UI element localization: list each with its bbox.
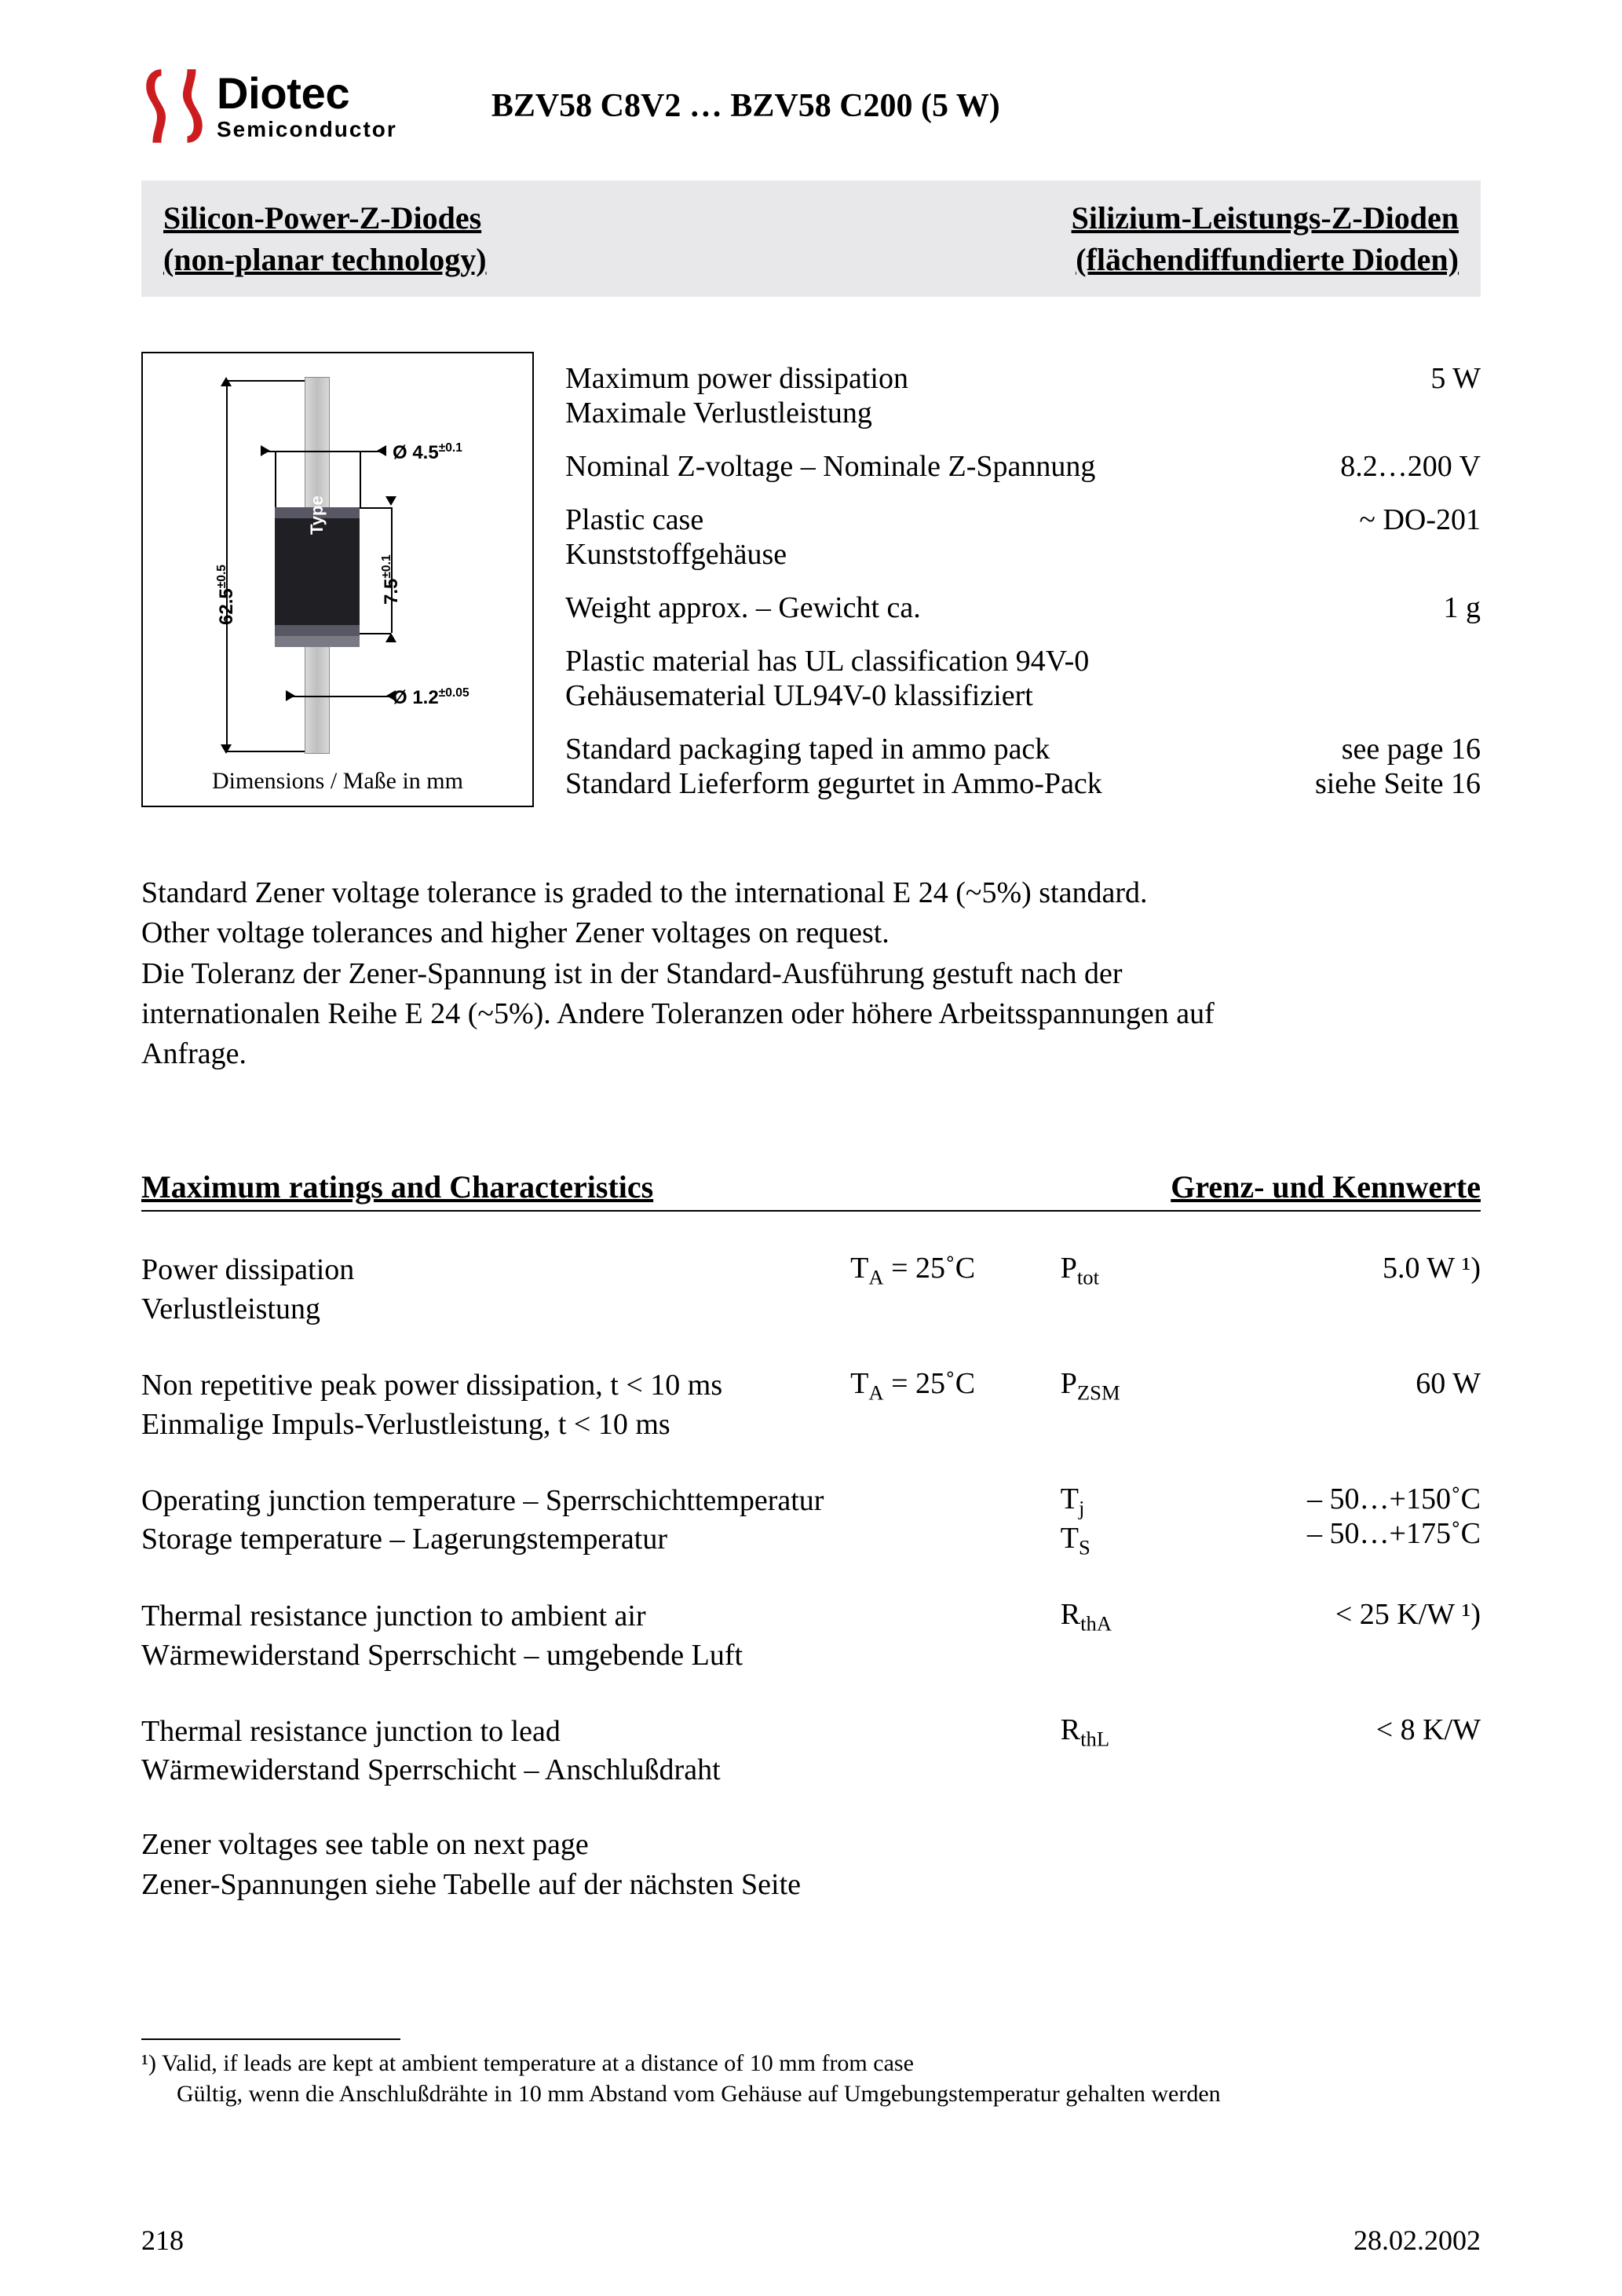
ratings-desc: Power dissipationVerlustleistung — [141, 1251, 850, 1329]
ratings-symbol: RthL — [1061, 1713, 1229, 1752]
dim-wire-diam: Ø 1.2 — [393, 687, 439, 708]
ratings-symbol: Ptot — [1061, 1251, 1229, 1290]
spec-row: Nominal Z-voltage – Nominale Z-Spannung 8… — [565, 440, 1481, 493]
ratings-row: Non repetitive peak power dissipation, t… — [141, 1347, 1481, 1463]
ratings-row: Power dissipationVerlustleistungTA = 25˚… — [141, 1232, 1481, 1347]
ratings-head: Maximum ratings and Characteristics Gren… — [141, 1168, 1481, 1212]
para-l4: internationalen Reihe E 24 (~5%). Andere… — [141, 997, 1215, 1030]
spec-value: 5 W — [1261, 361, 1481, 430]
ratings-symbol: RthA — [1061, 1597, 1229, 1636]
tolerance-paragraph: Standard Zener voltage tolerance is grad… — [141, 873, 1481, 1074]
footnote-rule — [141, 2038, 400, 2040]
spec-row: Standard packaging taped in ammo packSta… — [565, 722, 1481, 810]
spec-value: 1 g — [1261, 590, 1481, 625]
ratings-row: Operating junction temperature – Sperrsc… — [141, 1463, 1481, 1578]
ratings-row: Thermal resistance junction to ambient a… — [141, 1578, 1481, 1694]
dim-body-len: 7.5 — [381, 579, 402, 605]
brand-name: Diotec — [217, 71, 397, 115]
footnote-l2: Gültig, wenn die Anschlußdrähte in 10 mm… — [141, 2081, 1221, 2107]
para-l2: Other voltage tolerances and higher Zene… — [141, 916, 890, 949]
brand-sub: Semiconductor — [217, 119, 397, 141]
band-right-1: Silizium-Leistungs-Z-Dioden — [1072, 199, 1459, 236]
page-title: BZV58 C8V2 … BZV58 C200 (5 W) — [491, 87, 1000, 125]
band-left-2: (non-planar technology) — [163, 241, 487, 278]
dim-total-len: 62.5 — [216, 588, 237, 625]
type-label: Type — [307, 495, 327, 535]
ratings-symbol: TjTS — [1061, 1482, 1229, 1559]
ratings-row: Thermal resistance junction to leadWärme… — [141, 1694, 1481, 1809]
ratings-value: < 8 K/W — [1229, 1713, 1481, 1747]
ratings-head-right: Grenz- und Kennwerte — [1171, 1168, 1481, 1205]
brand-text: Diotec Semiconductor — [217, 71, 397, 141]
ratings-symbol: PZSM — [1061, 1366, 1229, 1406]
ratings-head-left: Maximum ratings and Characteristics — [141, 1168, 653, 1205]
spec-label: Nominal Z-voltage – Nominale Z-Spannung — [565, 449, 1095, 484]
para-l1: Standard Zener voltage tolerance is grad… — [141, 876, 1147, 909]
header-row: Diotec Semiconductor BZV58 C8V2 … BZV58 … — [141, 63, 1481, 149]
ratings-tail-de: Zener-Spannungen siehe Tabelle auf der n… — [141, 1868, 801, 1901]
spec-value: see page 16siehe Seite 16 — [1261, 732, 1481, 801]
package-drawing: Type 62.5±0.5 7.5±0.1 — [141, 352, 534, 807]
spec-row: Weight approx. – Gewicht ca. 1 g — [565, 581, 1481, 634]
spec-value: ~ DO-201 — [1261, 503, 1481, 572]
spec-row: Plastic material has UL classification 9… — [565, 634, 1481, 722]
ratings-value: 60 W — [1229, 1366, 1481, 1401]
ratings-desc: Thermal resistance junction to ambient a… — [141, 1597, 850, 1675]
upper-content: Type 62.5±0.5 7.5±0.1 — [141, 352, 1481, 810]
spec-label: Standard packaging taped in ammo packSta… — [565, 732, 1102, 801]
footer: 218 28.02.2002 — [141, 2224, 1481, 2257]
figure-caption: Dimensions / Maße in mm — [143, 768, 532, 795]
subtitle-band: Silicon-Power-Z-Diodes (non-planar techn… — [141, 181, 1481, 297]
ratings-value: < 25 K/W ¹) — [1229, 1597, 1481, 1632]
footnote: ¹) Valid, if leads are kept at ambient t… — [141, 2048, 1481, 2109]
ratings-value: 5.0 W ¹) — [1229, 1251, 1481, 1285]
dim-wire-diam-tol: ±0.05 — [439, 686, 469, 700]
band-right-2: (flächendiffundierte Dioden) — [1072, 241, 1459, 278]
ratings-body: Power dissipationVerlustleistungTA = 25˚… — [141, 1232, 1481, 1808]
para-l3: Die Toleranz der Zener-Spannung ist in d… — [141, 957, 1123, 990]
page-date: 28.02.2002 — [1353, 2224, 1481, 2257]
ratings-cond: TA = 25˚C — [850, 1366, 1061, 1406]
spec-value: 8.2…200 V — [1261, 449, 1481, 484]
dim-total-len-tol: ±0.5 — [215, 565, 228, 588]
ratings-desc: Thermal resistance junction to leadWärme… — [141, 1713, 850, 1790]
spec-table: Maximum power dissipationMaximale Verlus… — [565, 352, 1481, 810]
para-l5: Anfrage. — [141, 1037, 247, 1070]
diotec-mark-icon — [141, 63, 207, 149]
ratings-tail-en: Zener voltages see table on next page — [141, 1828, 589, 1861]
spec-row: Maximum power dissipationMaximale Verlus… — [565, 352, 1481, 440]
band-left-1: Silicon-Power-Z-Diodes — [163, 199, 487, 236]
ratings-value: – 50…+150˚C– 50…+175˚C — [1229, 1482, 1481, 1551]
spec-label: Weight approx. – Gewicht ca. — [565, 590, 921, 625]
ratings-cond: TA = 25˚C — [850, 1251, 1061, 1290]
spec-row: Plastic caseKunststoffgehäuse ~ DO-201 — [565, 493, 1481, 581]
page-number: 218 — [141, 2224, 184, 2257]
ratings-desc: Non repetitive peak power dissipation, t… — [141, 1366, 850, 1444]
page: Diotec Semiconductor BZV58 C8V2 … BZV58 … — [0, 0, 1622, 2296]
dim-body-diam: Ø 4.5 — [393, 442, 439, 463]
brand-logo: Diotec Semiconductor — [141, 63, 397, 149]
spec-label: Maximum power dissipationMaximale Verlus… — [565, 361, 908, 430]
dim-body-diam-tol: ±0.1 — [439, 441, 462, 455]
footnote-l1: ¹) Valid, if leads are kept at ambient t… — [141, 2050, 914, 2076]
spec-label: Plastic material has UL classification 9… — [565, 644, 1089, 713]
spec-value — [1261, 644, 1481, 713]
ratings-desc: Operating junction temperature – Sperrsc… — [141, 1482, 850, 1559]
ratings-tail: Zener voltages see table on next page Ze… — [141, 1825, 1481, 1906]
spec-label: Plastic caseKunststoffgehäuse — [565, 503, 787, 572]
dim-body-len-tol: ±0.1 — [380, 554, 393, 578]
